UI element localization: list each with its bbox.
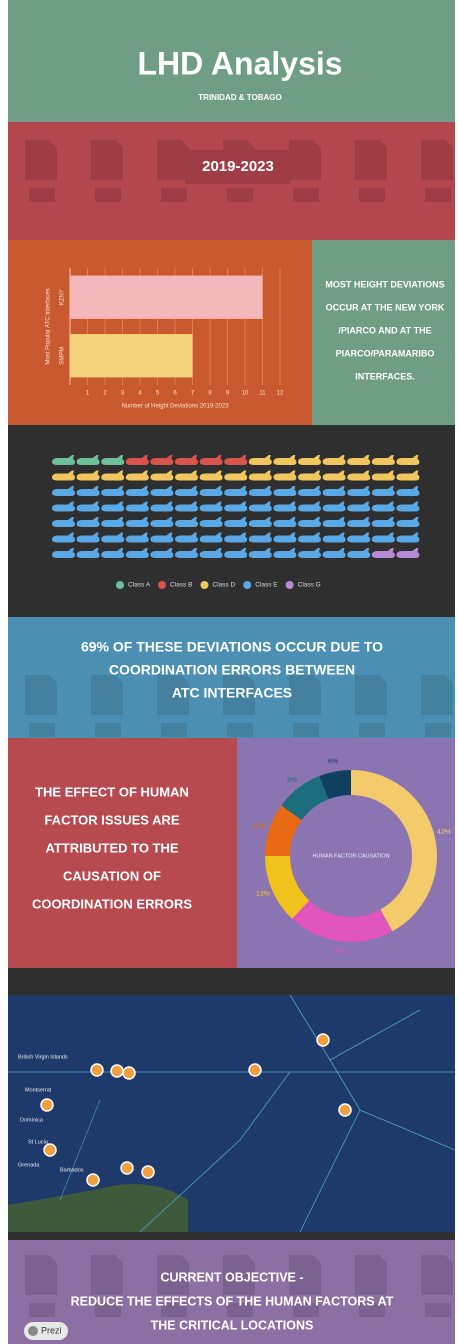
data-label: 9% [287,777,297,784]
waypoint [317,1034,329,1046]
text-line: FACTOR ISSUES ARE [44,812,179,827]
badge-icon [28,1326,38,1336]
text-line: THE CRITICAL LOCATIONS [151,1318,314,1332]
text-line: OCCUR AT THE NEW YORK [326,302,445,312]
legend-label: Class D [212,582,235,589]
waypoint [41,1099,53,1111]
text-line: MOST HEIGHT DEVIATIONS [325,279,444,289]
x-tick-label: 12 [277,391,284,397]
donut-title: HUMAN FACTOR CAUSATION [312,853,389,859]
legend-label: Class E [255,582,278,589]
text-line: REDUCE THE EFFECTS OF THE HUMAN FACTORS … [71,1294,394,1308]
text-line: INTERFACES. [355,371,415,381]
waypoint [91,1064,103,1076]
category-label: KZNY [60,289,66,305]
bg-icon [421,675,453,737]
data-label: 13% [256,891,270,898]
text-line: /PIARCO AND AT THE [338,325,431,335]
bar [70,334,193,377]
waypoint [44,1144,56,1156]
infographic: LHD Analysis TRINIDAD & TOBAGO 2019-2023… [0,0,458,1344]
legend-swatch [286,581,294,589]
data-label: 10% [253,823,267,830]
map-label: British Virgin Islands [18,1054,68,1060]
x-axis-label: Number of Height Deviations 2019-2023 [121,404,229,410]
bg-icon [25,140,57,202]
legend-label: Class G [298,582,321,589]
map-label: Dominica [20,1117,44,1123]
data-label: 6% [328,759,338,766]
legend-swatch [243,581,251,589]
waypoint [142,1166,154,1178]
text-line: CAUSATION OF [63,868,161,883]
waypoint [249,1064,261,1076]
legend-label: Class B [170,582,192,589]
data-label: 42% [437,829,451,836]
waypoint [123,1067,135,1079]
bg-icon [157,140,189,202]
subtitle: TRINIDAD & TOBAGO [198,93,281,102]
waypoint [111,1065,123,1077]
x-tick-label: 10 [242,391,249,397]
map-label: Grenada [18,1162,40,1168]
badge-text: Prezi [41,1325,62,1335]
bg-icon [91,675,123,737]
bg-icon [421,140,453,202]
text-line: ATTRIBUTED TO THE [45,840,178,855]
y-axis-label: Most Popular ATC Interfaces [46,288,52,364]
bg-icon [25,675,57,737]
text-line: 69% OF THESE DEVIATIONS OCCUR DUE TO [81,639,383,655]
text-line: COORDINATION ERRORS [32,896,192,911]
period: 2019-2023 [202,158,274,175]
waypoint [339,1104,351,1116]
text-line: COORDINATION ERRORS BETWEEN [109,662,355,678]
text-line: ATC INTERFACES [172,685,292,701]
bg-icon [25,1255,57,1317]
legend-swatch [158,581,166,589]
legend-swatch [200,581,208,589]
title: LHD Analysis [137,45,342,81]
map-label: Montserrat [25,1087,52,1093]
legend-label: Class A [128,582,151,589]
text-line: PIARCO/PARAMARIBO [336,348,435,358]
text-line: THE EFFECT OF HUMAN [35,784,189,799]
bg-icon [289,140,321,202]
band [8,1232,455,1240]
band [8,968,455,995]
bar [70,276,263,319]
x-tick-label: 11 [259,391,266,397]
bg-icon [421,1255,453,1317]
legend-swatch [116,581,124,589]
bg-icon [91,140,123,202]
waypoint [87,1174,99,1186]
waypoint [121,1162,133,1174]
map-label: Barbados [60,1167,84,1173]
bg-icon [355,675,387,737]
data-label: 20% [332,948,346,955]
bg-icon [289,675,321,737]
text-line: CURRENT OBJECTIVE - [160,1270,303,1284]
bar-bg [8,240,312,425]
bg-icon [355,140,387,202]
map-label: St Lucia [28,1139,49,1145]
category-label: SMPM [60,347,66,365]
